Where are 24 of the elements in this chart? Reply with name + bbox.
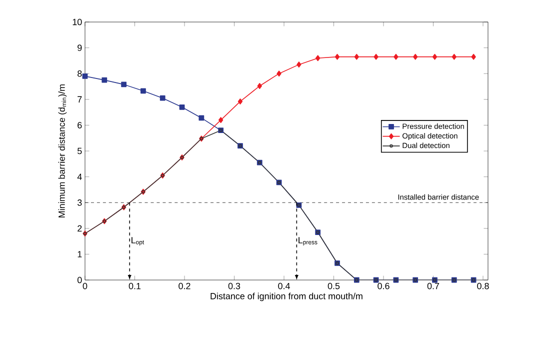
y-tick-label: 6 [78,122,82,128]
y-tick-label: 5 [78,148,82,154]
x-tick-label: 0 [82,282,88,290]
y-tick-label: 9 [78,44,82,51]
y-tick-label: 1 [78,251,82,258]
y-tick-label: 2 [78,225,82,232]
y-tick-label: 7 [78,96,82,102]
x-tick-label: 0.2 [178,282,190,290]
y-tick-label: 4 [77,174,82,180]
x-tick-label: 0.5 [328,282,340,290]
x-axis-title: Distance of ignition from duct mouth/m [210,292,362,302]
y-tick-label: 10 [72,18,82,26]
x-tick-label: 0.6 [378,282,390,290]
annotation: L$_{press}$ [298,237,318,246]
x-tick-label: 0.3 [228,282,240,290]
x-tick-label: 0.4 [278,282,290,290]
y-tick-label: 0 [78,276,82,284]
x-tick-label: 0.7 [427,282,440,290]
annotation: L$_{opt}$ [132,237,144,246]
y-tick-label: 3 [78,199,82,206]
y-axis-title: Minimum barrier distance (d$_{min}$)/m [58,84,67,218]
x-tick-label: 0.8 [477,282,489,290]
y-tick-label: 8 [78,70,82,77]
x-tick-label: 0.1 [128,282,141,290]
